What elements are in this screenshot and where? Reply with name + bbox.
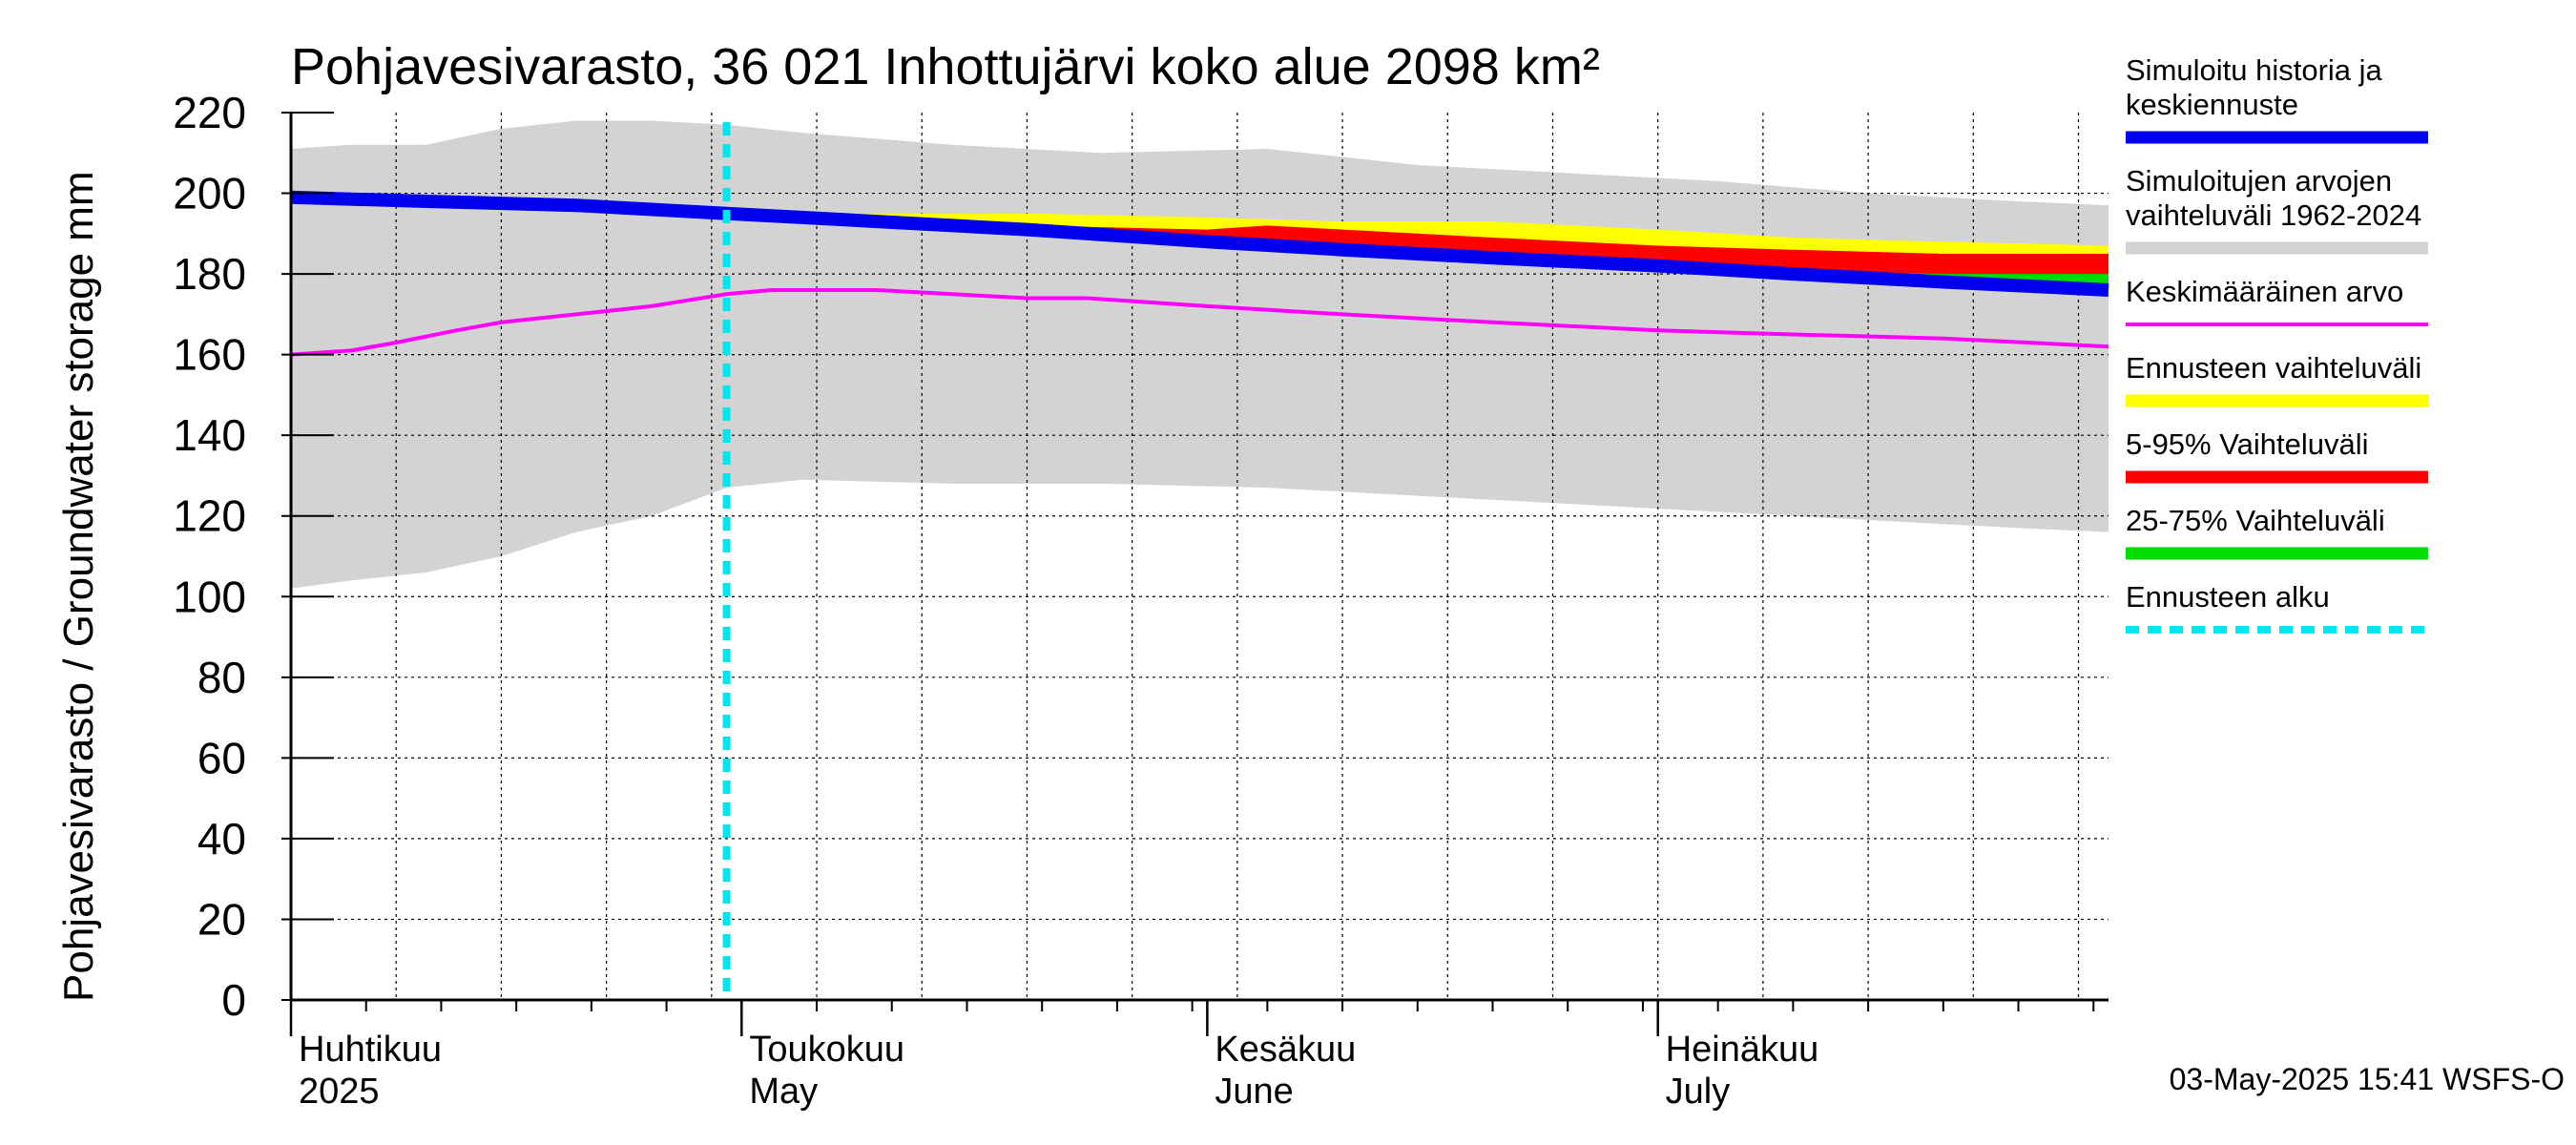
legend-label-p5_95: 5-95% Vaihteluväli xyxy=(2126,427,2368,461)
legend-label-sim: Simuloitu historia ja xyxy=(2126,53,2383,87)
timestamp: 03-May-2025 15:41 WSFS-O xyxy=(2170,1062,2565,1096)
y-axis-label: Pohjavesivarasto / Groundwater storage m… xyxy=(55,171,102,1002)
y-tick-label: 20 xyxy=(197,894,246,944)
y-tick-label: 200 xyxy=(173,169,246,219)
x-month-label-en: July xyxy=(1666,1072,1731,1112)
legend-label-sim: keskiennuste xyxy=(2126,88,2298,121)
chart-title: Pohjavesivarasto, 36 021 Inhottujärvi ko… xyxy=(291,38,1600,95)
legend-label-mean: Keskimääräinen arvo xyxy=(2126,275,2403,308)
x-month-label-en: June xyxy=(1215,1072,1293,1112)
legend-label-p25_75: 25-75% Vaihteluväli xyxy=(2126,504,2385,537)
y-tick-label: 60 xyxy=(197,733,246,782)
y-tick-label: 100 xyxy=(173,572,246,621)
legend-label-forecast_start: Ennusteen alku xyxy=(2126,580,2330,614)
x-month-label-fi: Toukokuu xyxy=(749,1030,904,1070)
y-tick-label: 140 xyxy=(173,410,246,460)
plot-area: 0 20 40 60 80 100 120 140 160 180 200 220 Huhtikuu20… xyxy=(173,88,2109,1112)
x-month-label-fi: Huhtikuu xyxy=(299,1030,442,1070)
y-tick-label: 80 xyxy=(197,653,246,702)
line-sim xyxy=(290,190,2109,297)
x-month-label-fi: Kesäkuu xyxy=(1215,1030,1356,1070)
y-tick-label: 180 xyxy=(173,249,246,299)
x-month-label-fi: Heinäkuu xyxy=(1666,1030,1819,1070)
line-mean xyxy=(290,288,2109,357)
y-tick-label: 40 xyxy=(197,814,246,864)
y-tick-label: 120 xyxy=(173,491,246,541)
y-tick-label: 220 xyxy=(173,88,246,137)
legend-label-hist_range: Simuloitujen arvojen xyxy=(2126,164,2392,198)
x-month-label-en: 2025 xyxy=(299,1072,380,1112)
x-month-label-en: May xyxy=(749,1072,818,1112)
legend-label-forecast_range: Ennusteen vaihteluväli xyxy=(2126,351,2421,385)
y-tick-label: 160 xyxy=(173,330,246,380)
legend-label-hist_range: vaihteluväli 1962-2024 xyxy=(2126,198,2421,232)
y-tick-label: 0 xyxy=(221,975,246,1025)
